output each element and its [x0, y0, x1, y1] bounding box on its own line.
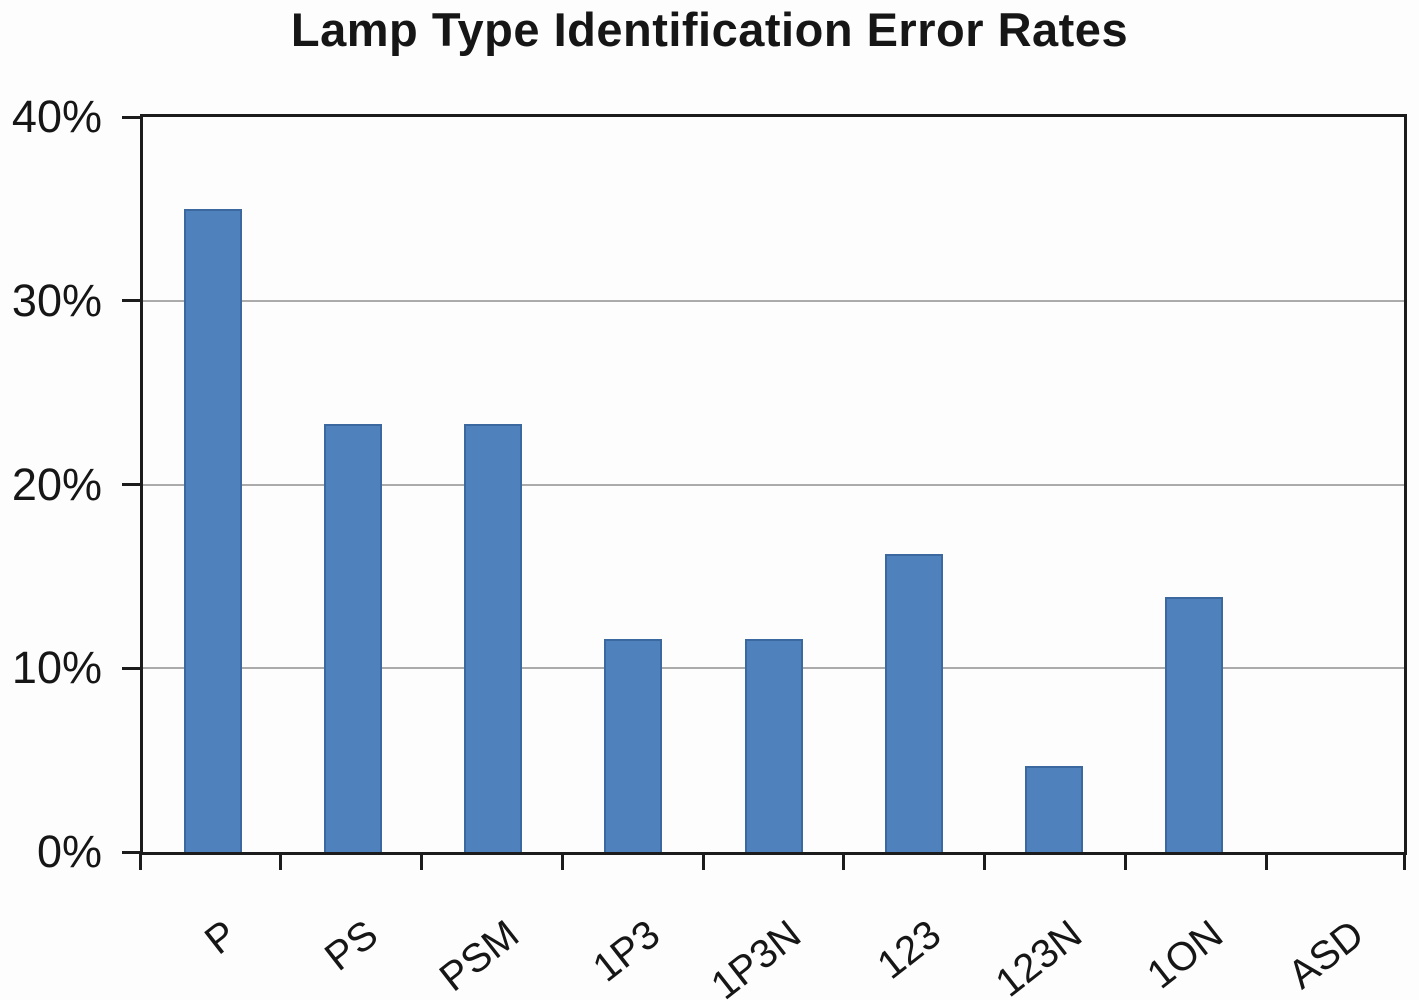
x-tick — [1123, 854, 1127, 870]
bar-PS — [324, 424, 382, 852]
y-tick-20 — [122, 483, 140, 486]
y-tick-10 — [122, 666, 140, 670]
y-tick-0 — [122, 850, 140, 854]
x-tick — [138, 854, 142, 870]
x-tick — [560, 854, 564, 870]
bar-1P3 — [604, 639, 662, 852]
bar-123N — [1025, 766, 1083, 852]
x-tick — [279, 854, 283, 870]
bar-1P3N — [745, 639, 803, 852]
bar-1ON — [1165, 597, 1223, 852]
y-tick-label: 30% — [11, 274, 102, 326]
x-tick — [420, 854, 424, 870]
x-tick — [842, 854, 846, 870]
gridline-20 — [143, 483, 1404, 486]
y-tick-30 — [122, 299, 140, 303]
y-tick-label: 10% — [11, 642, 102, 694]
y-tick-40 — [122, 115, 140, 119]
bar-123 — [885, 554, 943, 852]
chart-title: Lamp Type Identification Error Rates — [290, 3, 1129, 56]
x-tick — [1402, 854, 1406, 870]
y-tick-label: 0% — [36, 826, 102, 877]
x-tick — [1264, 854, 1268, 870]
x-tick — [983, 854, 987, 870]
x-tick — [701, 854, 705, 870]
x-category-label-P: P — [197, 912, 246, 964]
gridline-30 — [143, 299, 1404, 302]
y-tick-label: 20% — [11, 458, 102, 510]
y-tick-label: 40% — [11, 91, 102, 142]
bar-PSM — [464, 424, 522, 852]
plot-area — [140, 114, 1407, 855]
bar-P — [184, 209, 242, 852]
